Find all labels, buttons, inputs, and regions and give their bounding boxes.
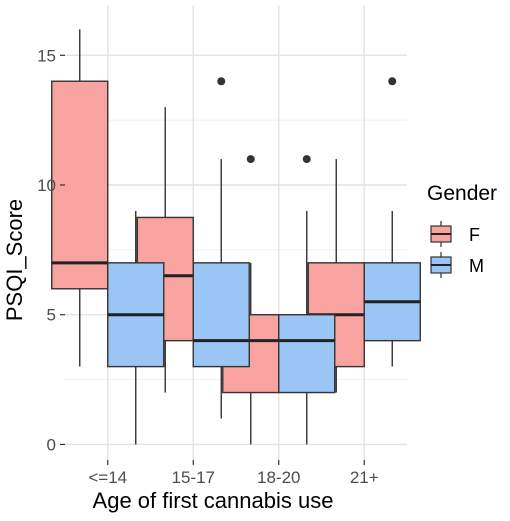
x-axis-label: Age of first cannabis use	[93, 488, 334, 513]
outlier-point	[302, 155, 311, 164]
y-axis: 0 5 10 15	[37, 46, 65, 454]
y-axis-label: PSQI_Score	[2, 199, 27, 321]
outlier-point	[217, 77, 226, 86]
legend-key-M	[430, 252, 452, 278]
y-tick-label: 15	[37, 46, 56, 65]
plot-area	[51, 6, 421, 460]
legend: Gender FM	[427, 182, 497, 278]
box-body	[278, 314, 336, 394]
outlier-point	[246, 155, 255, 164]
box-M-<=14	[107, 210, 165, 445]
legend-key-F	[430, 221, 452, 247]
legend-title: Gender	[427, 182, 497, 205]
box-M-18-20	[278, 155, 336, 445]
y-tick-label: 10	[37, 176, 56, 195]
y-tick-label: 5	[47, 306, 56, 325]
legend-label: F	[469, 225, 480, 245]
x-tick-label: 18-20	[257, 468, 300, 487]
box-M-21+	[363, 77, 421, 367]
x-tick-label: 21+	[350, 468, 379, 487]
box-body	[192, 262, 250, 368]
box-M-15-17	[192, 77, 250, 419]
x-tick-label: <=14	[88, 468, 127, 487]
legend-label: M	[469, 256, 484, 276]
y-tick-label: 0	[47, 435, 56, 454]
outlier-point	[388, 77, 397, 86]
x-tick-label: 15-17	[172, 468, 215, 487]
x-axis: <=14 15-17 18-20 21+	[88, 460, 379, 487]
